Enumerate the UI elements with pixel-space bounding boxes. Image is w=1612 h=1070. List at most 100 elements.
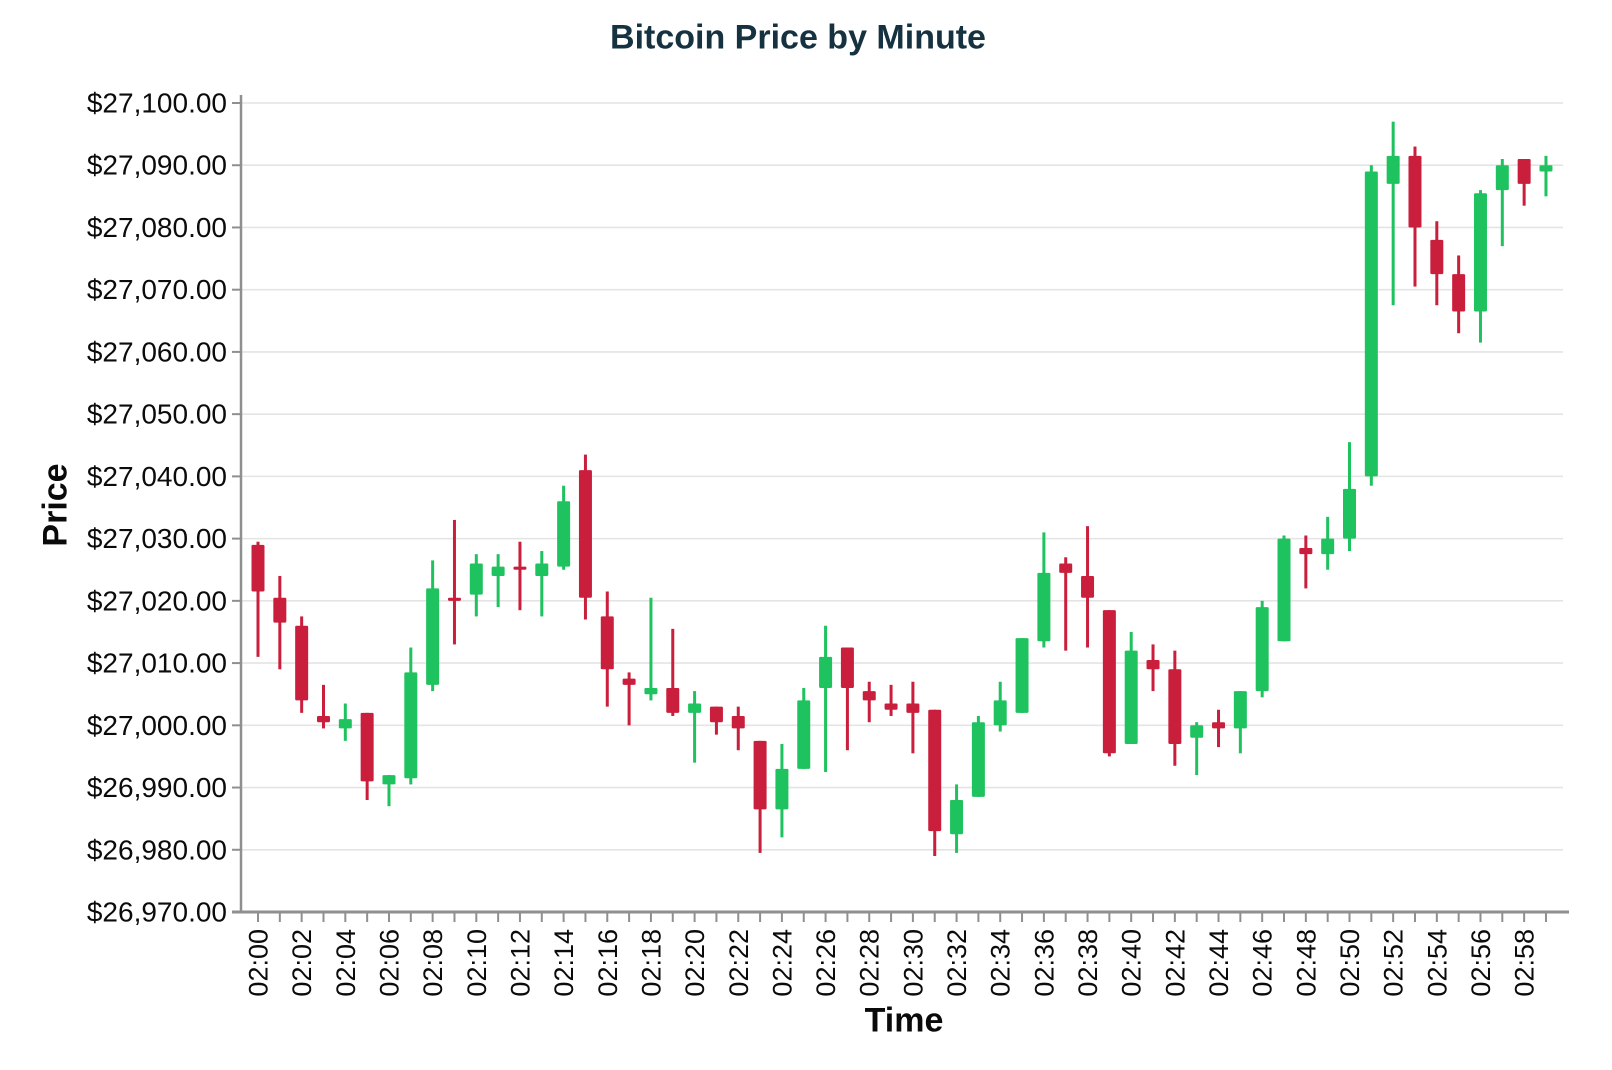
candle-02:09	[447, 519, 461, 645]
candle-02:21	[709, 706, 723, 735]
x-tick-label-02:54: 02:54	[1422, 929, 1452, 997]
candle-body	[906, 703, 920, 713]
candle-02:31	[928, 709, 942, 856]
x-tick-label-02:22: 02:22	[724, 929, 754, 997]
candle-02:32	[950, 784, 964, 853]
candle-02:54	[1430, 221, 1444, 306]
candle-02:00	[251, 541, 265, 657]
candle-02:34	[993, 681, 1007, 732]
candle-02:06	[382, 775, 396, 807]
candle-body	[578, 470, 592, 598]
x-tick-label-02:46: 02:46	[1248, 929, 1278, 997]
candle-body	[1321, 538, 1335, 555]
candle-wick	[845, 647, 849, 751]
y-tick-label-27020: $27,020.00	[87, 585, 227, 616]
candle-body	[797, 700, 811, 769]
candle-02:50	[1343, 442, 1356, 552]
candle-02:38	[1081, 526, 1095, 648]
x-tick-label-02:06: 02:06	[374, 929, 404, 997]
candle-body	[491, 566, 505, 576]
candle-body	[1037, 572, 1051, 642]
candle-body	[1168, 669, 1182, 744]
x-tick-label-02:26: 02:26	[811, 929, 841, 997]
candle-body	[622, 678, 636, 685]
candle-02:46	[1255, 600, 1269, 698]
candle-body	[382, 775, 396, 785]
candle-02:15	[578, 454, 592, 620]
candle-02:24	[775, 743, 789, 838]
candle-02:22	[731, 706, 745, 751]
candle-02:20	[688, 691, 702, 763]
candle-body	[1081, 575, 1095, 598]
candle-02:29	[884, 684, 898, 716]
candle-body	[447, 597, 461, 601]
candle-body	[644, 687, 658, 695]
candle-body	[840, 647, 854, 688]
x-tick-label-02:10: 02:10	[462, 929, 492, 997]
x-tick-label-02:44: 02:44	[1204, 929, 1234, 997]
candle-02:42	[1168, 650, 1182, 766]
x-tick-label-02:28: 02:28	[855, 929, 885, 997]
x-tick-label-02:02: 02:02	[287, 929, 317, 997]
candle-wick	[496, 554, 500, 608]
candle-body	[993, 700, 1007, 726]
candle-body	[819, 656, 833, 688]
x-tick-label-02:08: 02:08	[418, 929, 448, 997]
candle-02:39	[1102, 610, 1116, 757]
candle-body	[251, 544, 265, 592]
candle-02:11	[491, 554, 505, 608]
candle-body	[753, 740, 767, 810]
candle-body	[600, 616, 614, 670]
candle-body	[928, 709, 942, 832]
x-tick-label-02:50: 02:50	[1335, 929, 1365, 997]
candle-body	[1539, 165, 1553, 172]
candle-body	[709, 706, 723, 723]
candle-02:43	[1190, 722, 1204, 776]
candle-02:30	[906, 681, 920, 754]
candle-body	[1255, 607, 1269, 692]
candle-wick	[693, 691, 697, 763]
candle-body	[1059, 563, 1073, 573]
candle-02:35	[1015, 638, 1029, 713]
y-tick-label-27010: $27,010.00	[87, 648, 227, 679]
candle-wick	[540, 551, 544, 617]
candle-02:17	[622, 672, 636, 726]
candle-02:04	[338, 703, 352, 741]
candle-02:23	[753, 740, 767, 853]
candle-body	[688, 703, 702, 713]
candle-body	[1364, 171, 1378, 477]
candle-02:47	[1277, 535, 1291, 642]
x-tick-label-02:56: 02:56	[1466, 929, 1496, 997]
candle-02:27	[840, 647, 854, 751]
candle-wick	[867, 681, 871, 723]
candle-wick	[1544, 155, 1548, 197]
x-tick-label-02:20: 02:20	[680, 929, 710, 997]
x-tick-label-02:40: 02:40	[1117, 929, 1147, 997]
candle-body	[1299, 547, 1313, 555]
x-tick-label-02:30: 02:30	[898, 929, 928, 997]
candle-body	[426, 588, 440, 685]
x-axis-title: Time	[864, 1001, 944, 1040]
candle-02:14	[557, 485, 571, 570]
x-tick-label-02:48: 02:48	[1291, 929, 1321, 997]
candle-body	[971, 722, 985, 797]
candle-02:08	[426, 560, 440, 692]
candle-body	[1517, 159, 1531, 184]
candle-02:01	[273, 575, 287, 670]
candle-body	[513, 566, 527, 570]
candle-body	[1452, 274, 1466, 312]
candle-body	[731, 715, 745, 729]
candle-02:53	[1408, 146, 1422, 287]
candle-02:41	[1146, 644, 1160, 692]
candle-02:02	[295, 616, 309, 713]
candle-body	[295, 625, 309, 701]
candle-02:18	[644, 597, 658, 701]
candle-02:52	[1386, 121, 1400, 306]
candle-body	[1386, 155, 1400, 184]
candle-02:26	[819, 625, 833, 772]
candle-body	[535, 563, 549, 576]
x-tick-label-02:42: 02:42	[1160, 929, 1190, 997]
candle-02:45	[1233, 691, 1247, 754]
candle-wick	[1500, 159, 1504, 247]
